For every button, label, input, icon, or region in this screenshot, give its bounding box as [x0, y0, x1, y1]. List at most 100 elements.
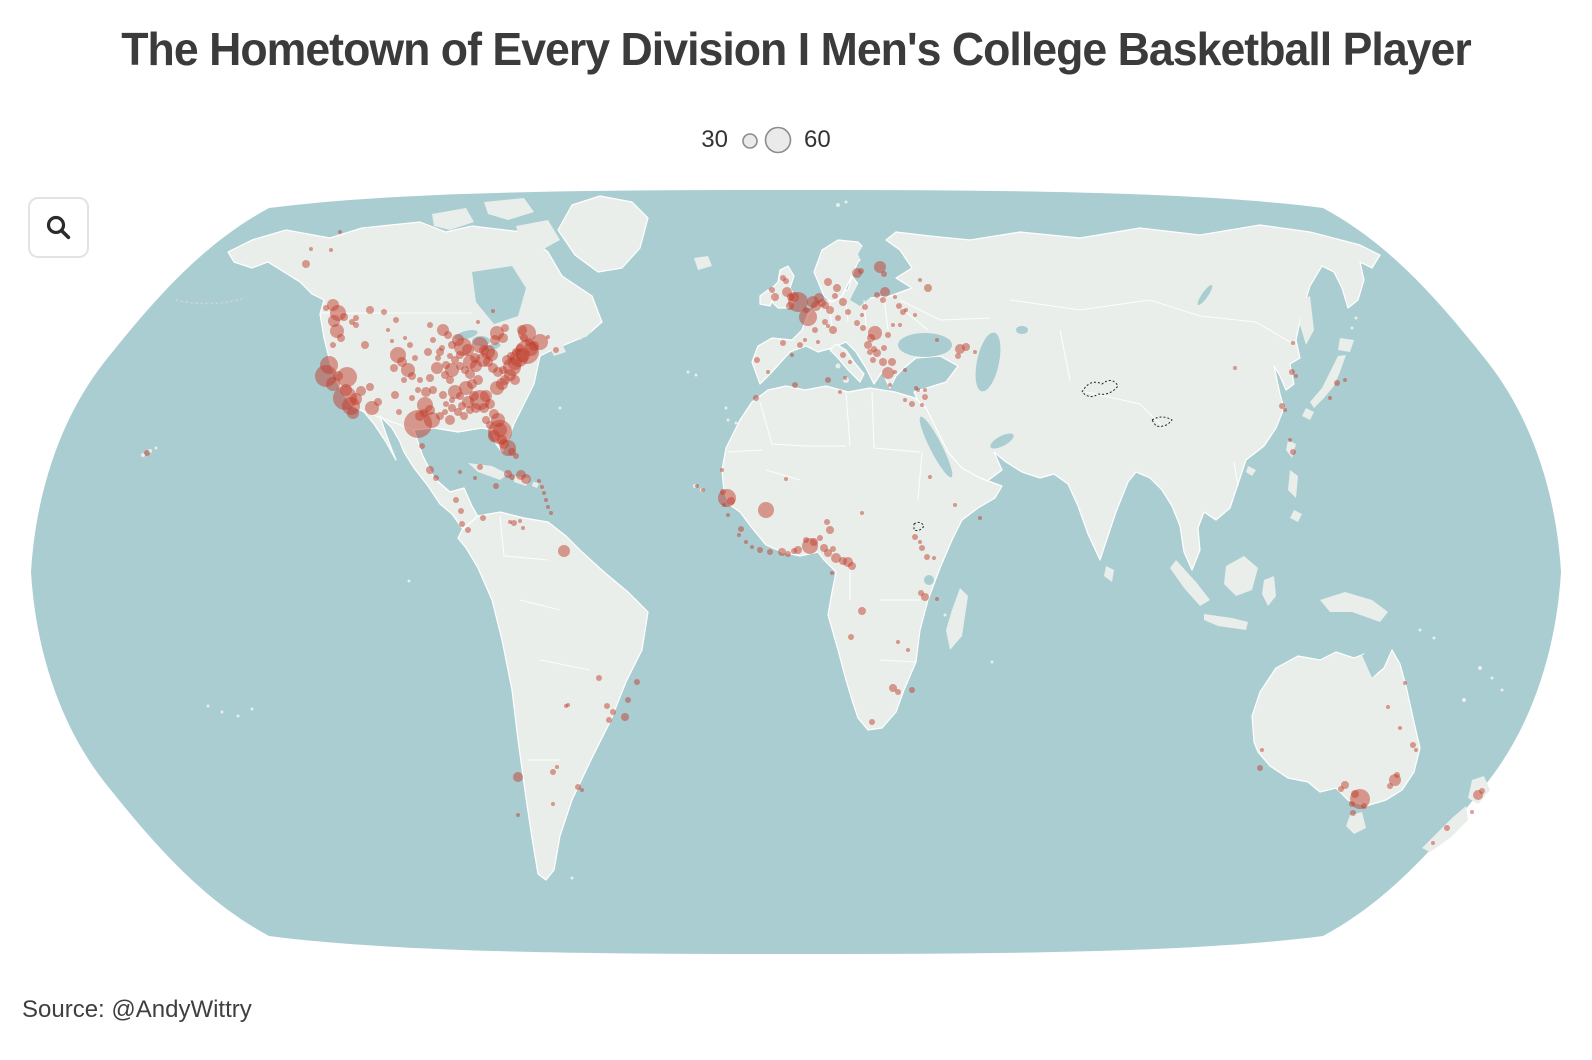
player-hometown-dot[interactable] — [337, 367, 357, 387]
player-hometown-dot[interactable] — [451, 356, 459, 364]
player-hometown-dot[interactable] — [880, 287, 890, 297]
player-hometown-dot[interactable] — [792, 382, 798, 388]
zoom-search-button[interactable] — [28, 197, 89, 258]
player-hometown-dot[interactable] — [909, 401, 915, 407]
player-hometown-dot[interactable] — [1279, 403, 1285, 409]
player-hometown-dot[interactable] — [517, 325, 527, 335]
player-hometown-dot[interactable] — [953, 503, 957, 507]
player-hometown-dot[interactable] — [391, 391, 399, 399]
player-hometown-dot[interactable] — [546, 335, 550, 339]
player-hometown-dot[interactable] — [738, 526, 744, 532]
player-hometown-dot[interactable] — [955, 353, 961, 359]
player-hometown-dot[interactable] — [356, 386, 366, 396]
player-hometown-dot[interactable] — [442, 361, 450, 369]
player-hometown-dot[interactable] — [830, 546, 836, 552]
player-hometown-dot[interactable] — [1334, 380, 1340, 386]
player-hometown-dot[interactable] — [353, 322, 359, 328]
player-hometown-dot[interactable] — [737, 533, 741, 537]
player-hometown-dot[interactable] — [1386, 705, 1390, 709]
player-hometown-dot[interactable] — [803, 338, 807, 342]
player-hometown-dot[interactable] — [840, 352, 846, 358]
player-hometown-dot[interactable] — [924, 284, 932, 292]
player-hometown-dot[interactable] — [309, 247, 313, 251]
player-hometown-dot[interactable] — [826, 306, 834, 314]
player-hometown-dot[interactable] — [546, 505, 550, 509]
player-hometown-dot[interactable] — [771, 293, 779, 301]
player-hometown-dot[interactable] — [935, 597, 939, 601]
player-hometown-dot[interactable] — [920, 403, 924, 407]
player-hometown-dot[interactable] — [606, 717, 612, 723]
player-hometown-dot[interactable] — [973, 350, 977, 354]
player-hometown-dot[interactable] — [329, 248, 333, 252]
player-hometown-dot[interactable] — [695, 484, 699, 488]
player-hometown-dot[interactable] — [488, 420, 512, 444]
player-hometown-dot[interactable] — [456, 362, 464, 370]
player-hometown-dot[interactable] — [480, 390, 492, 402]
player-hometown-dot[interactable] — [404, 410, 432, 438]
player-hometown-dot[interactable] — [544, 498, 548, 502]
player-hometown-dot[interactable] — [914, 386, 918, 390]
player-hometown-dot[interactable] — [476, 320, 480, 324]
player-hometown-dot[interactable] — [862, 304, 868, 310]
player-hometown-dot[interactable] — [757, 547, 763, 553]
player-hometown-dot[interactable] — [436, 412, 444, 420]
player-hometown-dot[interactable] — [456, 351, 464, 359]
player-hometown-dot[interactable] — [869, 719, 875, 725]
player-hometown-dot[interactable] — [903, 398, 907, 402]
player-hometown-dot[interactable] — [871, 346, 877, 352]
player-hometown-dot[interactable] — [881, 345, 887, 351]
player-hometown-dot[interactable] — [825, 377, 831, 383]
player-hometown-dot[interactable] — [854, 320, 860, 326]
player-hometown-dot[interactable] — [848, 562, 856, 570]
player-hometown-dot[interactable] — [1289, 369, 1295, 375]
player-hometown-dot[interactable] — [769, 287, 775, 293]
player-hometown-dot[interactable] — [1410, 742, 1416, 748]
player-hometown-dot[interactable] — [824, 549, 832, 557]
player-hometown-dot[interactable] — [1294, 374, 1298, 378]
player-hometown-dot[interactable] — [462, 344, 474, 356]
player-hometown-dot[interactable] — [896, 303, 902, 309]
player-hometown-dot[interactable] — [575, 784, 581, 790]
player-hometown-dot[interactable] — [480, 515, 486, 521]
player-hometown-dot[interactable] — [918, 590, 924, 596]
player-hometown-dot[interactable] — [327, 299, 339, 311]
player-hometown-dot[interactable] — [542, 491, 546, 495]
player-hometown-dot[interactable] — [408, 372, 416, 380]
player-hometown-dot[interactable] — [881, 271, 887, 277]
player-hometown-dot[interactable] — [516, 813, 520, 817]
player-hometown-dot[interactable] — [1394, 772, 1400, 778]
player-hometown-dot[interactable] — [893, 370, 897, 374]
player-hometown-dot[interactable] — [1431, 841, 1435, 845]
player-hometown-dot[interactable] — [923, 388, 927, 392]
player-hometown-dot[interactable] — [396, 409, 402, 415]
player-hometown-dot[interactable] — [456, 392, 464, 400]
player-hometown-dot[interactable] — [766, 370, 770, 374]
player-hometown-dot[interactable] — [1290, 449, 1296, 455]
player-hometown-dot[interactable] — [551, 802, 555, 806]
player-hometown-dot[interactable] — [880, 297, 886, 303]
player-hometown-dot[interactable] — [1283, 408, 1287, 412]
player-hometown-dot[interactable] — [435, 355, 441, 361]
player-hometown-dot[interactable] — [1479, 788, 1485, 794]
player-hometown-dot[interactable] — [580, 788, 584, 792]
player-hometown-dot[interactable] — [491, 309, 495, 313]
player-hometown-dot[interactable] — [909, 687, 915, 693]
player-hometown-dot[interactable] — [780, 340, 786, 346]
player-hometown-dot[interactable] — [860, 325, 866, 331]
player-hometown-dot[interactable] — [625, 697, 631, 703]
player-hometown-dot[interactable] — [858, 607, 866, 615]
player-hometown-dot[interactable] — [465, 527, 471, 533]
player-hometown-dot[interactable] — [424, 348, 432, 356]
player-hometown-dot[interactable] — [888, 383, 892, 387]
player-hometown-dot[interactable] — [471, 403, 481, 413]
player-hometown-dot[interactable] — [381, 309, 387, 315]
player-hometown-dot[interactable] — [302, 260, 310, 268]
player-hometown-dot[interactable] — [794, 546, 802, 554]
player-hometown-dot[interactable] — [864, 341, 872, 349]
player-hometown-dot[interactable] — [799, 308, 817, 326]
player-hometown-dot[interactable] — [460, 412, 468, 420]
player-hometown-dot[interactable] — [454, 408, 462, 416]
player-hometown-dot[interactable] — [1350, 810, 1356, 816]
player-hometown-dot[interactable] — [904, 308, 908, 312]
